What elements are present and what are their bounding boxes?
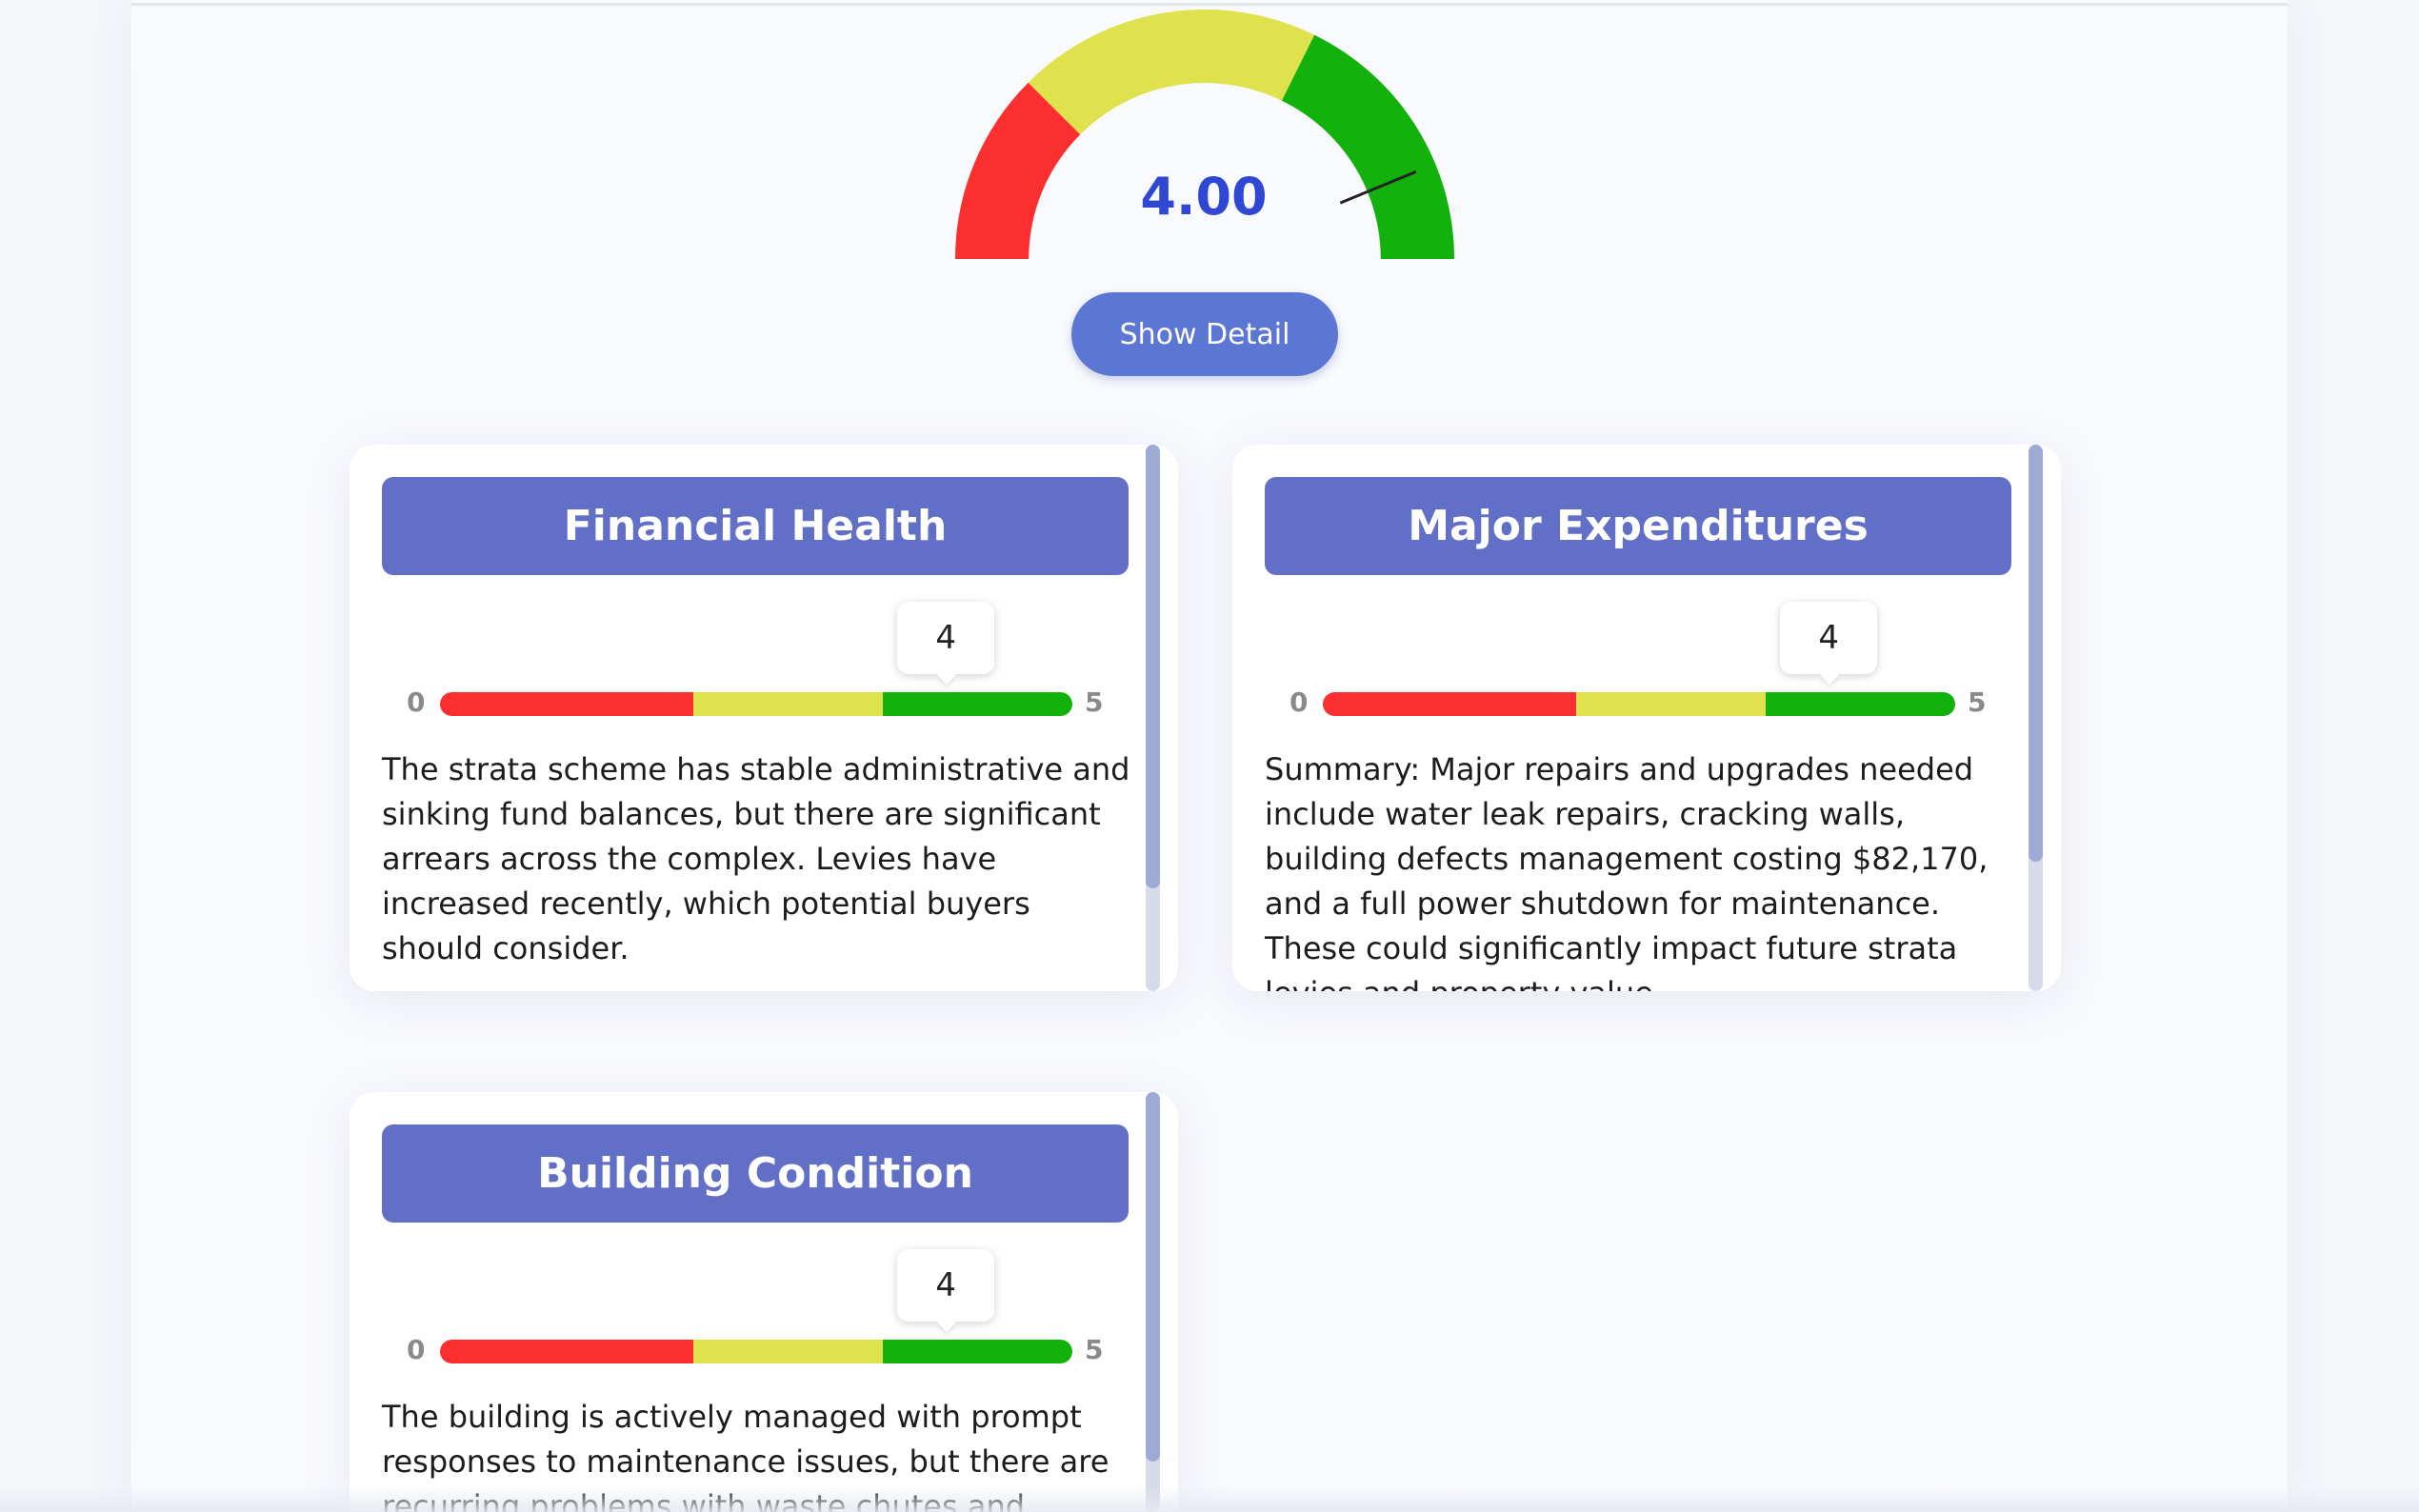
rating-segment-low — [1323, 692, 1576, 716]
rating-max-label: 5 — [1085, 1334, 1104, 1365]
gauge-value: 4.00 — [1140, 167, 1268, 227]
gauge-segment-mid — [1028, 9, 1315, 135]
building-condition-card: Building Condition 0 5 4 The building is… — [350, 1092, 1178, 1512]
rating-segment-mid — [692, 1340, 883, 1363]
card-scrollbar[interactable] — [2029, 445, 2043, 991]
scrollbar-thumb[interactable] — [2029, 445, 2043, 862]
scrollbar-thumb[interactable] — [1146, 445, 1160, 888]
rating-segment-high — [882, 692, 1072, 716]
rating-min-label: 0 — [1289, 686, 1309, 718]
rating-segment-low — [440, 692, 693, 716]
rating-value-bubble: 4 — [1780, 602, 1878, 674]
bottom-fade — [0, 1485, 2419, 1512]
gauge-needle — [1339, 170, 1417, 205]
card-title: Major Expenditures — [1265, 477, 2011, 575]
rating-segment-high — [1765, 692, 1955, 716]
rating-bar — [440, 1340, 1072, 1363]
rating-bar — [440, 692, 1072, 716]
rating-min-label: 0 — [407, 686, 426, 718]
card-scrollbar[interactable] — [1146, 1092, 1160, 1512]
major-expenditures-card: Major Expenditures 0 5 4 Summary: Major … — [1232, 445, 2061, 991]
score-gauge — [955, 9, 1454, 260]
rating-slider: 0 5 4 — [382, 602, 1134, 726]
show-detail-button[interactable]: Show Detail — [1071, 292, 1338, 376]
rating-segment-high — [882, 1340, 1072, 1363]
gauge-svg — [955, 9, 1454, 260]
card-summary-text: The strata scheme has stable administrat… — [382, 751, 1130, 966]
rating-bar — [1323, 692, 1955, 716]
top-divider — [131, 3, 2288, 6]
card-title: Financial Health — [382, 477, 1129, 575]
rating-max-label: 5 — [1968, 686, 1987, 718]
rating-segment-mid — [692, 692, 883, 716]
scrollbar-thumb[interactable] — [1146, 1092, 1160, 1462]
rating-segment-mid — [1575, 692, 1766, 716]
rating-slider: 0 5 4 — [382, 1249, 1134, 1373]
card-summary-text: Summary: Major repairs and upgrades need… — [1265, 751, 1989, 991]
card-title: Building Condition — [382, 1124, 1129, 1223]
financial-health-card: Financial Health 0 5 4 The strata scheme… — [350, 445, 1178, 991]
rating-value-bubble: 4 — [897, 602, 995, 674]
rating-slider: 0 5 4 — [1265, 602, 2017, 726]
gauge-segment-high — [1281, 34, 1454, 260]
rating-min-label: 0 — [407, 1334, 426, 1365]
gauge-segment-low — [955, 82, 1081, 259]
card-scrollbar[interactable] — [1146, 445, 1160, 991]
rating-max-label: 5 — [1085, 686, 1104, 718]
rating-value-bubble: 4 — [897, 1249, 995, 1322]
rating-segment-low — [440, 1340, 693, 1363]
